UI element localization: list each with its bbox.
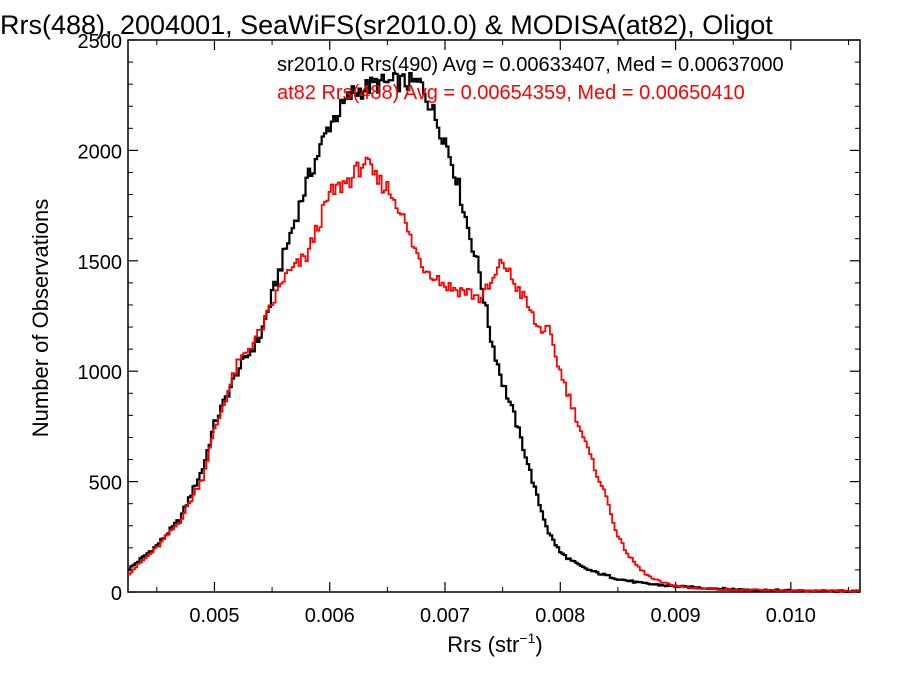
- y-tick-label: 500: [89, 473, 122, 495]
- y-tick-label: 2500: [78, 31, 123, 53]
- x-tick-label: 0.009: [651, 605, 701, 627]
- x-tick-label: 0.010: [766, 605, 816, 627]
- series-line-at82: [128, 156, 860, 593]
- legend-entry-at82: at82 Rrs(488) Avg = 0.00654359, Med = 0.…: [277, 82, 745, 104]
- y-tick-label: 0: [111, 583, 122, 605]
- x-tick-label: 0.005: [189, 605, 239, 627]
- x-tick-label: 0.008: [535, 605, 585, 627]
- x-tick-label: 0.006: [305, 605, 355, 627]
- legend-entry-sr2010: sr2010.0 Rrs(490) Avg = 0.00633407, Med …: [277, 54, 784, 76]
- x-tick-label: 0.007: [420, 605, 470, 627]
- y-axis-ticks: 0 500 1000 1500 2000 2500: [78, 31, 860, 605]
- x-axis-title-close: ): [535, 632, 542, 657]
- y-tick-label: 1500: [78, 252, 123, 274]
- legend: sr2010.0 Rrs(490) Avg = 0.00633407, Med …: [277, 54, 784, 104]
- series-line-sr2010: [128, 72, 860, 594]
- x-axis-title: Rrs (str−1): [447, 630, 542, 657]
- plot-area: [127, 39, 861, 593]
- x-axis-ticks: 0.005 0.006 0.007 0.008 0.009 0.010: [156, 40, 849, 627]
- series-layer: [128, 72, 860, 594]
- y-tick-label: 2000: [78, 141, 123, 163]
- y-tick-label: 1000: [78, 362, 123, 384]
- plot-frame: [127, 39, 861, 593]
- chart-title: Rrs(488), 2004001, SeaWiFS(sr2010.0) & M…: [0, 10, 773, 40]
- x-axis-title-superscript: −1: [519, 630, 535, 646]
- y-axis-title: Number of Observations: [28, 199, 53, 437]
- x-axis-title-text: Rrs (str: [447, 632, 519, 657]
